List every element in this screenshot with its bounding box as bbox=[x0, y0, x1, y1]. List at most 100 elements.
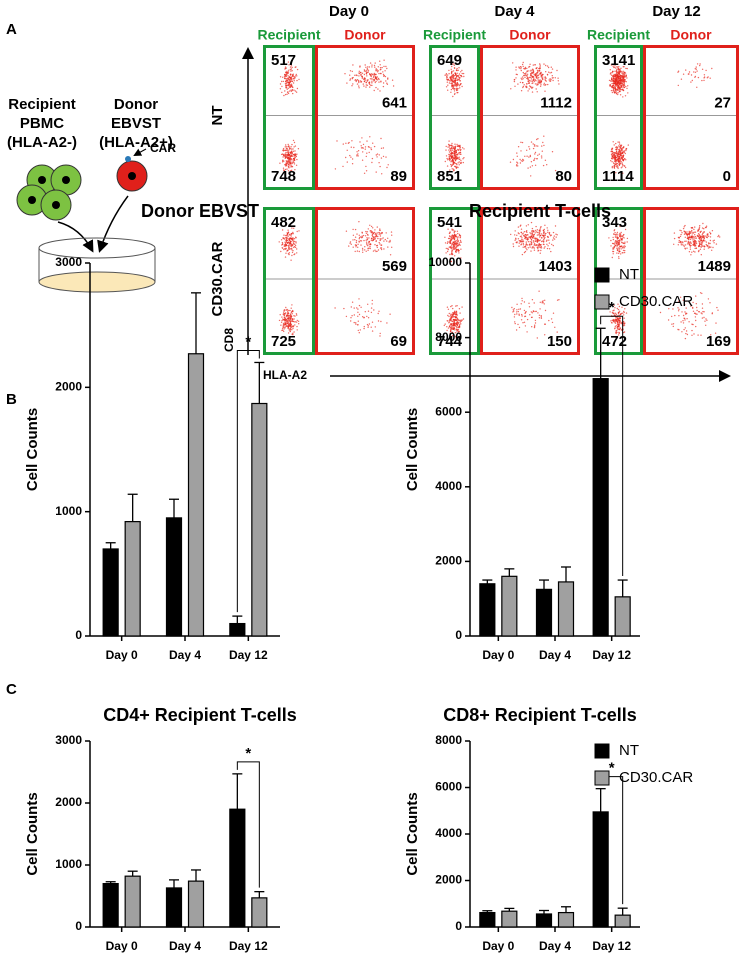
donor-gate bbox=[480, 45, 580, 190]
count-label: 472 bbox=[602, 333, 627, 350]
y-tick-label: 0 bbox=[455, 628, 462, 642]
cartoon-label: Donor bbox=[114, 96, 158, 113]
bar bbox=[535, 588, 553, 637]
day-label: Day 4 bbox=[494, 3, 535, 20]
dot-cloud bbox=[608, 225, 629, 260]
dot-cloud bbox=[279, 139, 300, 174]
gate-label: Recipient bbox=[423, 27, 486, 43]
bar bbox=[102, 548, 119, 637]
bar bbox=[251, 402, 268, 637]
legend-swatch bbox=[594, 770, 610, 786]
donor-gate bbox=[643, 45, 739, 190]
y-tick-label: 2000 bbox=[435, 873, 462, 887]
legend-label: CD30.CAR bbox=[619, 293, 693, 310]
bar bbox=[557, 911, 575, 928]
y-tick-label: 8000 bbox=[435, 733, 462, 747]
bar bbox=[479, 583, 496, 637]
dot-cloud bbox=[334, 298, 391, 337]
dot-cloud bbox=[444, 228, 462, 263]
count-label: 1114 bbox=[602, 168, 634, 185]
x-tick-label: Day 4 bbox=[539, 939, 571, 953]
bar bbox=[102, 882, 119, 928]
bar bbox=[165, 887, 183, 928]
y-tick-label: 3000 bbox=[55, 255, 82, 269]
count-label: 1403 bbox=[539, 258, 572, 275]
dot-cloud bbox=[610, 141, 629, 174]
bar bbox=[535, 913, 553, 928]
bar bbox=[501, 575, 518, 637]
dot-cloud bbox=[608, 64, 629, 98]
panel-letter: B bbox=[6, 391, 17, 408]
x-tick-label: Day 12 bbox=[229, 939, 268, 953]
bar bbox=[592, 378, 609, 637]
bar bbox=[614, 914, 631, 928]
cartoon: Recipient PBMC (HLA-A2-) Donor EBVST (HL… bbox=[7, 96, 176, 293]
y-tick-label: 4000 bbox=[435, 826, 462, 840]
chart-title: Donor EBVST bbox=[141, 201, 259, 221]
row-label: CD30.CAR bbox=[209, 241, 226, 316]
bar bbox=[557, 581, 575, 637]
count-label: 169 bbox=[706, 333, 731, 350]
chart-title: Recipient T-cells bbox=[469, 201, 611, 221]
y-tick-label: 10000 bbox=[429, 255, 463, 269]
count-label: 150 bbox=[547, 333, 572, 350]
legend-label: NT bbox=[619, 266, 639, 283]
y-tick-label: 1000 bbox=[55, 857, 82, 871]
cartoon-label: (HLA-A2-) bbox=[7, 134, 77, 151]
count-label: 89 bbox=[390, 168, 407, 185]
gate-label: Donor bbox=[344, 27, 386, 43]
x-tick-label: Day 4 bbox=[539, 648, 571, 662]
count-label: 641 bbox=[382, 94, 407, 111]
count-label: 80 bbox=[555, 168, 572, 185]
dot-cloud bbox=[659, 292, 719, 340]
gate-label: Donor bbox=[670, 27, 712, 43]
gate-label: Recipient bbox=[587, 27, 650, 43]
significance-bracket bbox=[236, 761, 260, 888]
y-tick-label: 1000 bbox=[55, 504, 82, 518]
axis-label: HLA-A2 bbox=[263, 368, 307, 382]
x-tick-label: Day 12 bbox=[592, 648, 631, 662]
x-tick-label: Day 4 bbox=[169, 648, 201, 662]
bar bbox=[614, 596, 631, 637]
recipient-gate bbox=[429, 45, 480, 190]
count-label: 482 bbox=[271, 214, 296, 231]
dot-cloud bbox=[510, 221, 558, 256]
significance-bracket bbox=[236, 349, 260, 613]
y-tick-label: 0 bbox=[75, 919, 82, 933]
y-axis-label: Cell Counts bbox=[404, 408, 421, 491]
y-tick-label: 2000 bbox=[55, 380, 82, 394]
bar bbox=[187, 353, 205, 637]
significance-label: * bbox=[245, 333, 251, 350]
recipient-gate bbox=[429, 207, 480, 355]
dot-cloud bbox=[278, 304, 300, 336]
panel-letter: A bbox=[6, 21, 17, 38]
count-label: 725 bbox=[271, 333, 296, 350]
count-label: 748 bbox=[271, 168, 296, 185]
gate-label: Donor bbox=[509, 27, 551, 43]
day-label: Day 0 bbox=[329, 3, 369, 20]
count-label: 569 bbox=[382, 258, 407, 275]
recipient-gate bbox=[594, 45, 643, 190]
bar bbox=[229, 808, 246, 928]
bar bbox=[187, 880, 205, 928]
dot-cloud bbox=[334, 136, 389, 175]
y-tick-label: 6000 bbox=[435, 780, 462, 794]
dot-cloud bbox=[444, 140, 465, 172]
legend-swatch bbox=[594, 294, 610, 310]
significance-label: * bbox=[609, 760, 615, 777]
bar bbox=[479, 911, 496, 928]
y-tick-label: 4000 bbox=[435, 479, 462, 493]
dot-cloud bbox=[673, 222, 721, 256]
donor-gate bbox=[480, 207, 580, 355]
dot-cloud bbox=[509, 135, 557, 177]
y-tick-label: 2000 bbox=[55, 795, 82, 809]
y-tick-label: 0 bbox=[455, 919, 462, 933]
dot-cloud bbox=[511, 290, 560, 339]
dot-cloud bbox=[510, 61, 560, 93]
bar bbox=[501, 910, 518, 928]
panel-letter: C bbox=[6, 681, 17, 698]
count-label: 343 bbox=[602, 214, 627, 231]
legend-label: CD30.CAR bbox=[619, 769, 693, 786]
cartoon-label: EBVST bbox=[111, 115, 161, 132]
recipient-gate bbox=[263, 45, 315, 190]
